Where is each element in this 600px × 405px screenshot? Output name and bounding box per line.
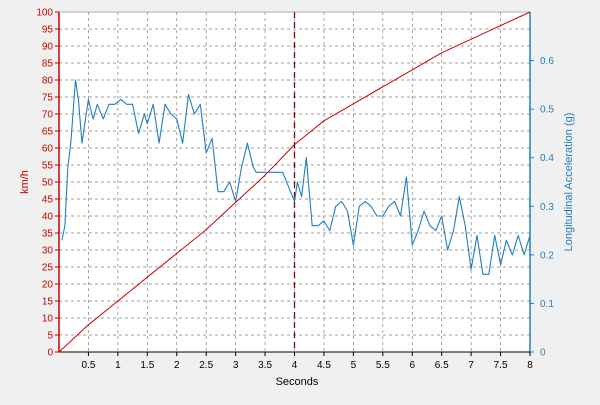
x-tick-label: 5 [351,360,357,371]
y-right-tick-label: 0.5 [540,105,554,116]
y-left-tick-label: 75 [42,93,54,104]
y-left-tick-label: 65 [42,127,54,138]
x-tick-label: 4.5 [317,360,331,371]
y-right-tick-label: 0.3 [540,202,554,213]
y-left-tick-label: 80 [42,76,54,87]
y-right-tick-label: 0.4 [540,153,554,164]
y-left-tick-label: 5 [47,331,53,342]
x-tick-label: 4 [292,360,298,371]
y-left-tick-label: 15 [42,297,54,308]
y-left-tick-label: 45 [42,195,54,206]
y-left-tick-label: 55 [42,161,54,172]
acceleration-series-line [61,79,531,275]
y-left-tick-label: 40 [42,212,54,223]
x-tick-label: 7.5 [494,360,508,371]
y-left-axis-label: km/h [19,170,31,194]
x-tick-label: 7 [468,360,474,371]
y-left-tick-label: 35 [42,229,54,240]
x-tick-label: 6 [409,360,415,371]
y-left-tick-label: 85 [42,59,54,70]
y-left-tick-label: 90 [42,42,54,53]
y-left-tick-label: 30 [42,246,54,257]
x-tick-label: 2.5 [199,360,213,371]
y-left-tick-label: 100 [36,8,53,19]
x-axis-label: Seconds [276,376,319,388]
grid-lines [59,12,530,352]
y-right-tick-label: 0.6 [540,56,554,67]
y-left-tick-label: 60 [42,144,54,155]
x-tick-label: 6.5 [435,360,449,371]
y-right-tick-label: 0.2 [540,250,554,261]
y-left-tick-label: 20 [42,280,54,291]
y-left-tick-label: 10 [42,314,54,325]
tick-labels: 0510152025303540455055606570758085909510… [36,8,554,372]
y-right-axis-label: Longitudinal Acceleration (g) [563,113,575,252]
y-left-tick-label: 0 [47,348,53,359]
x-tick-label: 1 [115,360,121,371]
speed-series-line [58,11,531,353]
y-right-tick-label: 0.1 [540,299,554,310]
y-left-tick-label: 70 [42,110,54,121]
x-tick-label: 5.5 [376,360,390,371]
x-tick-label: 1.5 [140,360,154,371]
series-lines [58,11,531,353]
y-left-tick-label: 50 [42,178,54,189]
y-left-tick-label: 95 [42,25,54,36]
y-left-tick-label: 25 [42,263,54,274]
x-tick-label: 8 [527,360,533,371]
x-tick-label: 3 [233,360,239,371]
y-right-tick-label: 0 [540,348,546,359]
x-tick-label: 3.5 [258,360,272,371]
x-tick-label: 0.5 [81,360,95,371]
x-tick-label: 2 [174,360,180,371]
